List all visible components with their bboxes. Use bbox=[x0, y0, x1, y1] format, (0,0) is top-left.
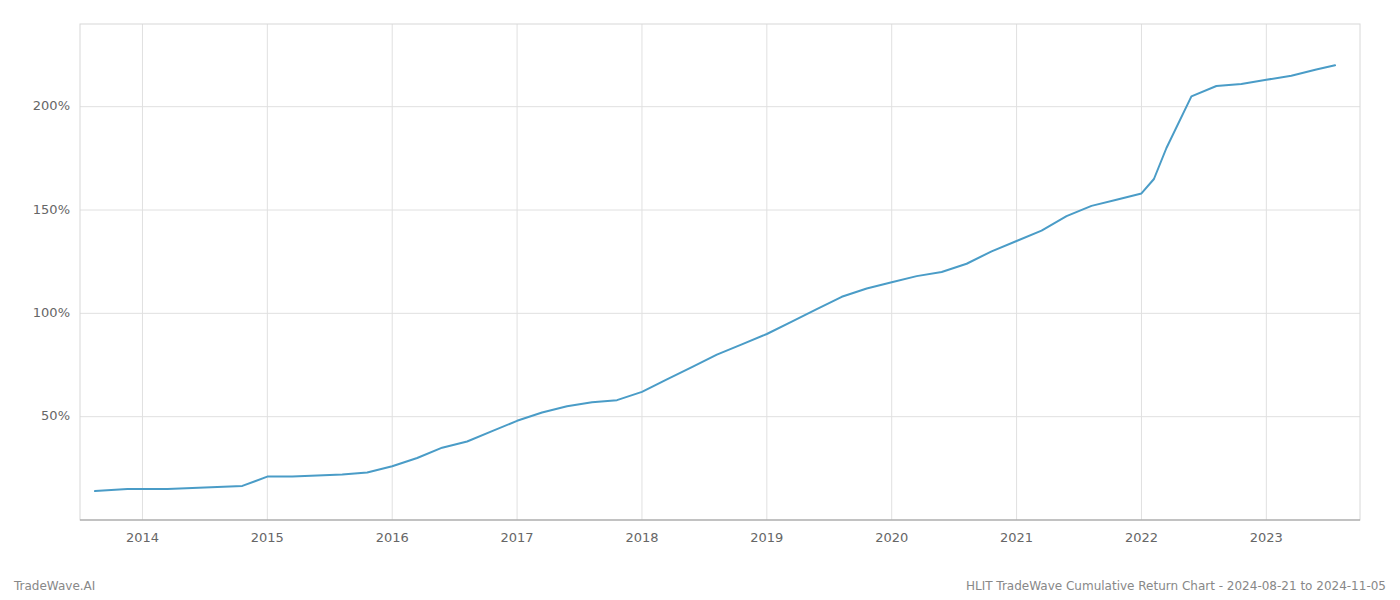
x-grid-line bbox=[1266, 24, 1267, 520]
footer: TradeWave.AI HLIT TradeWave Cumulative Re… bbox=[13, 579, 1386, 593]
y-tick-label: 200% bbox=[33, 98, 70, 113]
x-grid-line bbox=[142, 24, 143, 520]
y-tick-label: 50% bbox=[41, 408, 70, 423]
plot-area bbox=[95, 65, 1335, 491]
x-tick-label: 2015 bbox=[251, 530, 284, 545]
x-tick-label: 2020 bbox=[875, 530, 908, 545]
x-grid-line bbox=[891, 24, 892, 520]
y-grid-line bbox=[80, 416, 1360, 417]
x-tick-label: 2018 bbox=[625, 530, 658, 545]
axes: 50% 100% 150% 200% 2014 2015 2016 2017 2018 2019 2… bbox=[33, 24, 1360, 545]
x-grid-line bbox=[267, 24, 268, 520]
x-grid-line bbox=[1016, 24, 1017, 520]
x-grid-line bbox=[1141, 24, 1142, 520]
grid bbox=[80, 24, 1360, 520]
title: HLIT TradeWave Cumulative Return Chart -… bbox=[966, 579, 1386, 593]
y-grid-line bbox=[80, 313, 1360, 314]
x-tick-label: 2022 bbox=[1125, 530, 1158, 545]
x-axis-line bbox=[80, 520, 1360, 521]
chart: 50% 100% 150% 200% 2014 2015 2016 2017 2018 2019 2… bbox=[0, 0, 1400, 600]
y-tick-label: 150% bbox=[33, 202, 70, 217]
x-grid-line bbox=[517, 24, 518, 520]
x-tick-label: 2017 bbox=[501, 530, 534, 545]
x-tick-label: 2023 bbox=[1250, 530, 1283, 545]
x-grid-line bbox=[392, 24, 393, 520]
watermark: TradeWave.AI bbox=[13, 579, 95, 593]
x-tick-label: 2016 bbox=[376, 530, 409, 545]
y-tick-label: 100% bbox=[33, 305, 70, 320]
x-grid-line bbox=[766, 24, 767, 520]
y-grid-line bbox=[80, 106, 1360, 107]
plot-frame bbox=[80, 24, 1360, 520]
x-tick-label: 2014 bbox=[126, 530, 159, 545]
y-grid-line bbox=[80, 210, 1360, 211]
x-tick-label: 2019 bbox=[750, 530, 783, 545]
x-grid-line bbox=[641, 24, 642, 520]
return-line bbox=[95, 65, 1335, 491]
x-tick-label: 2021 bbox=[1000, 530, 1033, 545]
